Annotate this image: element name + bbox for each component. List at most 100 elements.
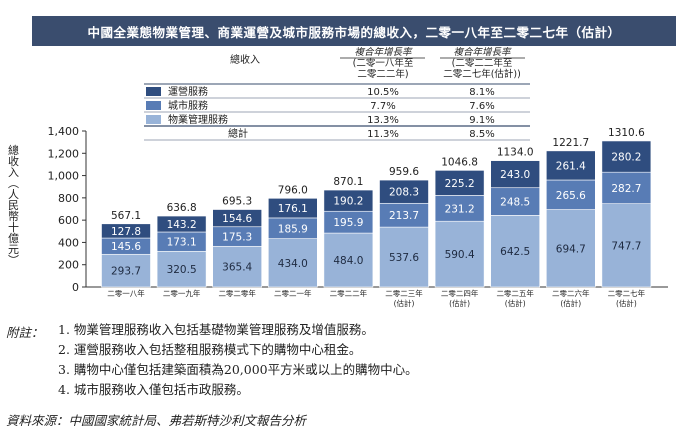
bar-value-label: 225.2 (445, 178, 475, 190)
x-tick-label: (估計) (394, 298, 415, 308)
bar-value-label: 176.1 (278, 203, 308, 215)
legend-swatch (146, 87, 161, 96)
bar-value-label: 282.7 (611, 183, 641, 195)
bar-segment (323, 189, 374, 212)
legend-swatch (146, 101, 161, 110)
bar-value-label: 642.5 (500, 246, 530, 258)
table-header-col2: 二零二七年(估計)) (443, 68, 521, 80)
table-header-col2: (二零二二年至 (452, 57, 513, 69)
bar-segment (545, 209, 596, 288)
legend-label: 城市服務 (168, 99, 208, 112)
legend-label: 物業管理服務 (168, 113, 228, 126)
cagr-value: 7.7% (370, 101, 395, 112)
bar-segment (323, 232, 374, 288)
table-header-label: 總收入 (230, 53, 260, 66)
y-tick-label: 0 (72, 281, 79, 294)
bar-value-label: 143.2 (167, 219, 197, 231)
x-tick-label: 二零二一年 (274, 288, 312, 298)
bar-value-label: 365.4 (222, 262, 252, 274)
bar-total-label: 695.3 (222, 196, 252, 208)
bar-value-label: 694.7 (556, 243, 586, 255)
bar-value-label: 208.3 (389, 187, 419, 199)
footnote-item: 3. 購物中心僅包括建築面積為20,000平方米或以上的購物中心。 (58, 362, 418, 377)
x-tick-label: (估計) (449, 298, 470, 308)
bar-value-label: 173.1 (167, 237, 197, 249)
y-tick-label: 400 (58, 236, 79, 249)
table-header-col1: 二零二二年) (357, 68, 408, 80)
bar-total-label: 870.1 (333, 176, 363, 188)
bar-value-label: 320.5 (167, 264, 197, 276)
chart-title: 中國全業態物業管理、商業運營及城市服務市場的總收入，二零一八年至二零二七年（估計… (32, 16, 676, 46)
x-tick-label: (估計) (505, 298, 526, 308)
stacked-bar-chart: 0 200 400 600 800 1,000 1,200 1,400 總收入（人民幣十億元） 2… (7, 46, 668, 308)
x-tick-label: (估計) (616, 298, 637, 308)
table-header-col2: 複合年增長率 (453, 46, 512, 58)
bar-segment (490, 187, 541, 216)
bar-segment (101, 223, 151, 239)
x-tick-label: 二零二五年 (496, 288, 534, 298)
x-tick-label: 二零二七年 (608, 288, 646, 298)
bar-value-label: 484.0 (333, 255, 363, 267)
bar-value-label: 248.5 (500, 197, 530, 209)
x-tick-label: 二零二二年 (330, 288, 368, 298)
x-tick-label: 二零二零年 (218, 288, 256, 298)
y-tick-label: 1,000 (48, 170, 80, 183)
bar-segment (601, 171, 652, 204)
bar-segment (379, 179, 429, 204)
footnote-item: 4. 城市服務收入僅包括市政服務。 (58, 382, 249, 397)
bar-total-label: 567.1 (111, 210, 141, 222)
bar-total-label: 1134.0 (497, 147, 534, 159)
bar-segment (156, 215, 207, 233)
source-note: 資料來源：中國國家統計局、弗若斯特沙利文報告分析 (6, 413, 307, 428)
y-tick-label: 800 (58, 192, 79, 205)
bar-segment (601, 140, 652, 173)
bar-segment (212, 245, 262, 288)
bar-value-label: 590.4 (445, 249, 475, 261)
bar-value-label: 145.6 (111, 241, 141, 253)
bar-value-label: 293.7 (111, 266, 141, 278)
cagr-value: 13.3% (367, 115, 399, 126)
bar-value-label: 261.4 (556, 160, 586, 172)
y-tick-label: 200 (58, 259, 79, 272)
bar-total-label: 796.0 (278, 184, 308, 196)
bar-segment (434, 195, 485, 222)
cagr-value: 8.5% (469, 129, 494, 140)
x-tick-label: 二零二三年 (385, 288, 423, 298)
bar-total-label: 1221.7 (552, 137, 589, 149)
bar-value-label: 154.6 (222, 213, 252, 225)
notes-label: 附註： (6, 325, 44, 340)
bar-segment (267, 198, 318, 219)
footnote-item: 1. 物業管理服務收入包括基礎物業管理服務及增值服務。 (58, 322, 374, 337)
bar-value-label: 185.9 (278, 223, 308, 235)
x-tick-label: 二零二四年 (441, 288, 479, 298)
bar-segment (545, 150, 596, 181)
x-tick-label: 二零一九年 (163, 288, 201, 298)
bar-value-label: 213.7 (389, 210, 419, 222)
x-tick-label: 二零一八年 (107, 288, 145, 298)
bar-segment (434, 170, 485, 196)
legend-label: 總計 (228, 127, 248, 140)
x-tick-label: 二零二六年 (552, 288, 590, 298)
bar-value-label: 243.0 (500, 169, 530, 181)
bar-value-label: 434.0 (278, 258, 308, 270)
bar-value-label: 127.8 (111, 226, 141, 238)
table-header-col1: (二零一八年至 (353, 57, 414, 69)
cagr-value: 10.5% (367, 87, 399, 98)
bar-value-label: 280.2 (611, 152, 641, 164)
bar-total-label: 1310.6 (608, 127, 645, 139)
y-axis-label: 總收入（人民幣十億元） (7, 143, 20, 265)
cagr-value: 11.3% (367, 129, 399, 140)
legend-label: 運營服務 (168, 85, 208, 98)
bar-value-label: 195.9 (333, 217, 363, 229)
bar-value-label: 537.6 (389, 252, 419, 264)
bar-segment (434, 220, 485, 288)
bar-total-label: 959.6 (389, 166, 419, 178)
bar-segment (101, 253, 151, 288)
y-tick-label: 600 (58, 214, 79, 227)
bar-total-label: 1046.8 (441, 156, 478, 168)
bar-segment (490, 215, 541, 288)
footnote-item: 2. 運營服務收入包括整租服務模式下的購物中心租金。 (58, 342, 362, 357)
bar-value-label: 175.3 (222, 232, 252, 244)
y-tick-label: 1,200 (48, 147, 80, 160)
bar-segment (267, 238, 318, 288)
